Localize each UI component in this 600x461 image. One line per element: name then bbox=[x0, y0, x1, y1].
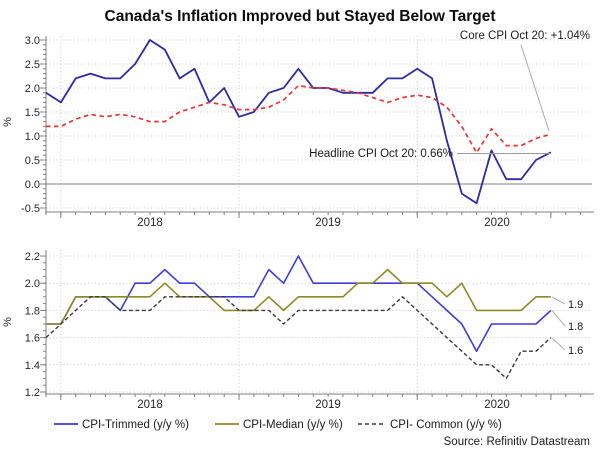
y-tick-label: 2.0 bbox=[25, 83, 40, 95]
core-cpi-annotation: Core CPI Oct 20: +1.04% bbox=[460, 30, 590, 42]
y-tick-label: 3.0 bbox=[25, 35, 40, 47]
y-tick-label: 1.6 bbox=[25, 333, 40, 345]
median-end-leader-line bbox=[551, 296, 566, 305]
common-end-label: 1.6 bbox=[568, 345, 583, 357]
y-tick-label: 1.4 bbox=[25, 360, 40, 372]
x-year-label: 2018 bbox=[137, 217, 163, 229]
core-cpi-line bbox=[46, 84, 552, 154]
y-tick-label: 1.2 bbox=[25, 387, 40, 399]
cpi-common-line bbox=[45, 296, 552, 380]
end-value-labels: 1.9 1.8 1.6 bbox=[551, 296, 583, 357]
median-end-label: 1.9 bbox=[568, 299, 583, 311]
legend-label-common: CPI- Common (y/y %) bbox=[390, 419, 502, 431]
y-tick-label: 1.0 bbox=[25, 131, 40, 143]
y-tick-label: 2.0 bbox=[25, 278, 40, 290]
common-end-leader-line bbox=[551, 337, 566, 351]
headline-cpi-line bbox=[45, 39, 552, 205]
headline-cpi-annotation: Headline CPI Oct 20: 0.66% bbox=[309, 148, 453, 160]
y-tick-label: -0.5 bbox=[21, 203, 40, 215]
x-year-label: 2020 bbox=[484, 217, 510, 229]
x-year-label: 2020 bbox=[484, 399, 510, 411]
trimmed-end-label: 1.8 bbox=[568, 321, 583, 333]
legend: CPI-Trimmed (y/y %) CPI-Median (y/y %) C… bbox=[54, 419, 502, 431]
bottom-panel: 2.2 2.0 1.8 1.6 1.4 1.2 2018 2019 2020% bbox=[2, 250, 594, 411]
y-axis-unit-label: % bbox=[2, 117, 14, 127]
x-year-label: 2019 bbox=[315, 217, 341, 229]
y-tick-label: 2.5 bbox=[25, 59, 40, 71]
cpi-median-line bbox=[46, 268, 551, 325]
y-tick-label: 0.0 bbox=[25, 179, 40, 191]
x-year-label: 2018 bbox=[137, 399, 163, 411]
y-tick-label: 0.5 bbox=[25, 155, 40, 167]
x-year-label: 2019 bbox=[315, 399, 341, 411]
core-cpi-pointer-line bbox=[520, 44, 550, 132]
y-tick-label: 1.5 bbox=[25, 107, 40, 119]
y-tick-label: 2.2 bbox=[25, 251, 40, 263]
trimmed-end-leader-line bbox=[551, 310, 566, 327]
cpi-trimmed-line bbox=[46, 255, 552, 353]
top-panel: 3.0 2.5 2.0 1.5 1.0 0.5 0.0 -0.5 2018 2019 2020% bbox=[2, 35, 594, 229]
legend-label-median: CPI-Median (y/y %) bbox=[243, 419, 343, 431]
y-tick-label: 1.8 bbox=[25, 305, 40, 317]
y-axis-unit-label: % bbox=[2, 317, 14, 327]
source-credit: Source: Refinitiv Datastream bbox=[444, 436, 590, 448]
chart-title: Canada's Inflation Improved but Stayed B… bbox=[105, 8, 496, 25]
legend-label-trimmed: CPI-Trimmed (y/y %) bbox=[82, 419, 189, 431]
